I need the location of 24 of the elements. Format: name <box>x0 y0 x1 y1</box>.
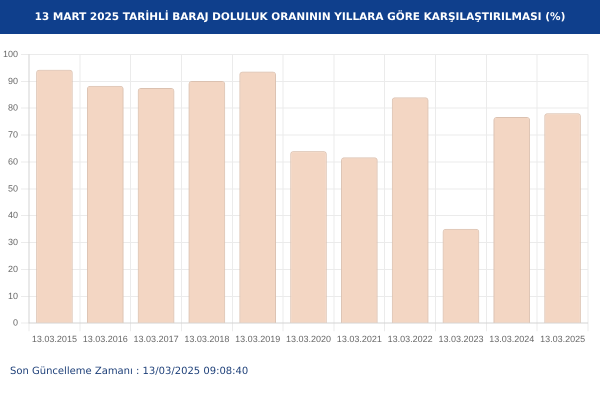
y-tick-label: 20 <box>8 264 18 274</box>
x-tick-label: 13.03.2019 <box>235 334 280 344</box>
x-tick-label: 13.03.2022 <box>388 334 433 344</box>
x-tick-label: 13.03.2016 <box>82 334 128 344</box>
y-tick-label: 50 <box>8 183 18 194</box>
x-tick-label: 13.03.2024 <box>489 334 534 344</box>
y-tick-label: 30 <box>8 237 18 248</box>
x-tick-label: 13.03.2018 <box>184 334 230 344</box>
x-tick-label: 13.03.2025 <box>540 334 586 344</box>
chart-title: 13 MART 2025 TARİHLİ BARAJ DOLULUK ORANININ YILLARA GÖRE KARŞILAŞTIRILMASI (%) <box>0 0 600 34</box>
y-tick-label: 80 <box>8 102 18 113</box>
x-tick-label: 13.03.2021 <box>336 334 382 344</box>
text: Son Güncelleme Zamanı : 13/03/2025 09:08:40 <box>10 366 248 377</box>
x-tick-label: 13.03.2020 <box>286 334 332 344</box>
y-tick-label: 100 <box>2 48 18 59</box>
y-tick-label: 60 <box>8 156 18 166</box>
y-tick-label: 90 <box>8 76 18 86</box>
y-tick-label: 10 <box>8 290 18 301</box>
y-tick-label: 70 <box>8 130 18 140</box>
x-tick-label: 13.03.2023 <box>438 334 484 344</box>
x-tick-label: 13.03.2015 <box>32 334 77 344</box>
x-tick-label: 13.03.2017 <box>134 334 179 344</box>
y-tick-label: 40 <box>8 210 18 220</box>
y-tick-label: 0 <box>13 318 18 328</box>
